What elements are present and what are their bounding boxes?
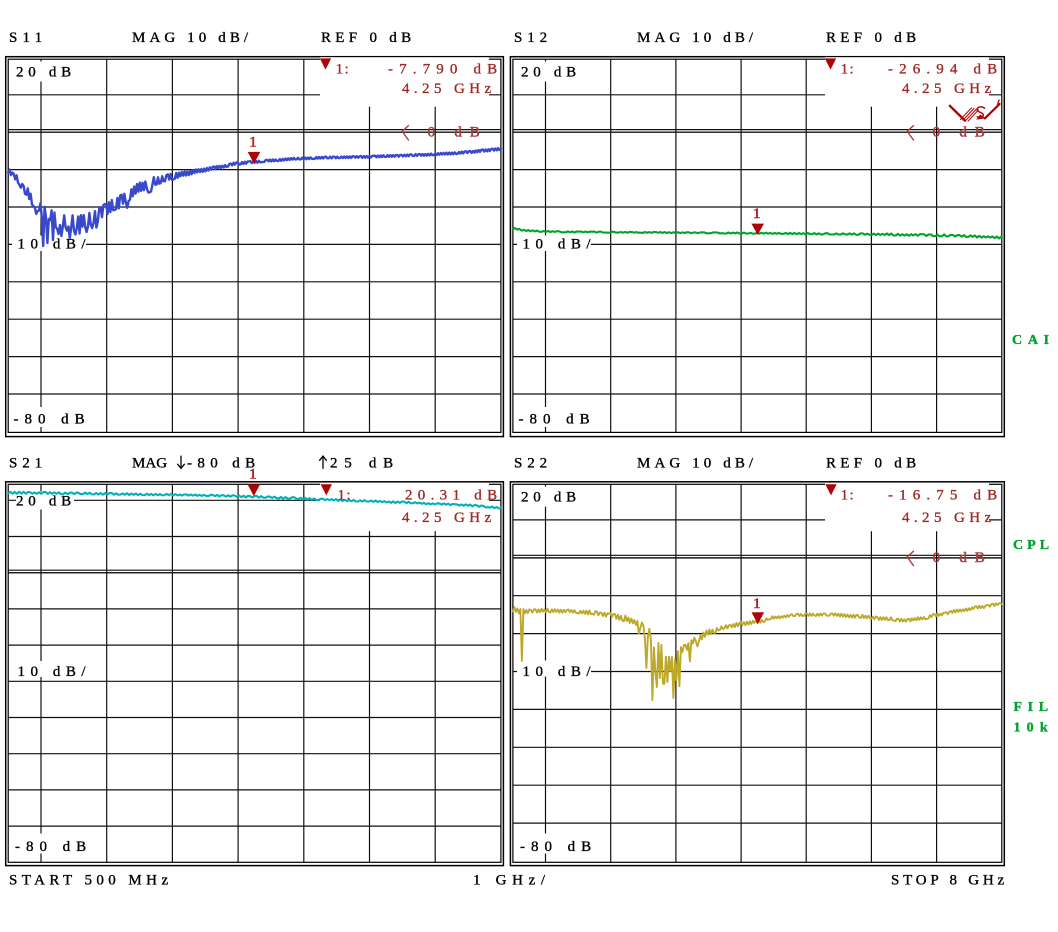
svg-text:S11: S11 <box>9 30 45 46</box>
svg-text:-80 dB: -80 dB <box>187 456 258 472</box>
svg-text:4.25 GHz: 4.25 GHz <box>902 81 994 97</box>
svg-text:4.25 GHz: 4.25 GHz <box>402 81 494 97</box>
svg-text:-26.94 dB: -26.94 dB <box>888 61 1000 77</box>
svg-text:1: 1 <box>249 466 257 482</box>
svg-text:0 dB: 0 dB <box>933 550 988 566</box>
svg-text:20 dB: 20 dB <box>16 494 74 510</box>
svg-text:1:: 1: <box>841 487 857 503</box>
svg-text:STOP 8 GHz: STOP 8 GHz <box>891 873 1007 889</box>
svg-text:S12: S12 <box>514 30 550 46</box>
svg-text:START 500 MHz: START 500 MHz <box>9 873 171 889</box>
svg-text:MAG 10 dB/: MAG 10 dB/ <box>637 456 756 472</box>
svg-text:-80 dB: -80 dB <box>15 839 89 855</box>
svg-text:S22: S22 <box>514 456 550 472</box>
svg-text:REF 0 dB: REF 0 dB <box>826 456 919 472</box>
svg-text:20 dB: 20 dB <box>521 490 579 506</box>
svg-text:CAI: CAI <box>1012 333 1052 348</box>
svg-text:0 dB: 0 dB <box>933 125 988 141</box>
svg-text:20 dB: 20 dB <box>16 64 74 80</box>
svg-text:10k: 10k <box>1014 720 1051 735</box>
svg-text:1:: 1: <box>841 61 857 77</box>
svg-text:25 dB: 25 dB <box>330 456 396 472</box>
svg-text:MAG 10 dB/: MAG 10 dB/ <box>132 30 251 46</box>
svg-text:1: 1 <box>753 206 761 222</box>
svg-text:CPL: CPL <box>1013 538 1052 553</box>
svg-text:20 dB: 20 dB <box>521 64 579 80</box>
svg-text:S21: S21 <box>9 456 45 472</box>
svg-text:0 dB: 0 dB <box>428 125 483 141</box>
svg-text:-80 dB: -80 dB <box>520 839 594 855</box>
svg-text:FIL: FIL <box>1014 700 1052 715</box>
svg-text:4.25 GHz: 4.25 GHz <box>902 510 994 526</box>
svg-text:-80 dB: -80 dB <box>519 411 593 427</box>
svg-text:MAG 10 dB/: MAG 10 dB/ <box>637 30 756 46</box>
svg-text:1:: 1: <box>338 487 354 503</box>
svg-text:MAG: MAG <box>132 456 170 472</box>
svg-text:-80 dB: -80 dB <box>14 411 88 427</box>
svg-text:REF 0 dB: REF 0 dB <box>321 30 414 46</box>
svg-text:-7.790 dB: -7.790 dB <box>388 61 500 77</box>
svg-text:REF 0 dB: REF 0 dB <box>826 30 919 46</box>
svg-text:1:: 1: <box>336 61 352 77</box>
svg-text:1: 1 <box>249 134 256 150</box>
svg-text:4.25 GHz: 4.25 GHz <box>402 510 494 526</box>
svg-text:1: 1 <box>753 596 761 612</box>
svg-text:-16.75 dB: -16.75 dB <box>888 487 1000 503</box>
